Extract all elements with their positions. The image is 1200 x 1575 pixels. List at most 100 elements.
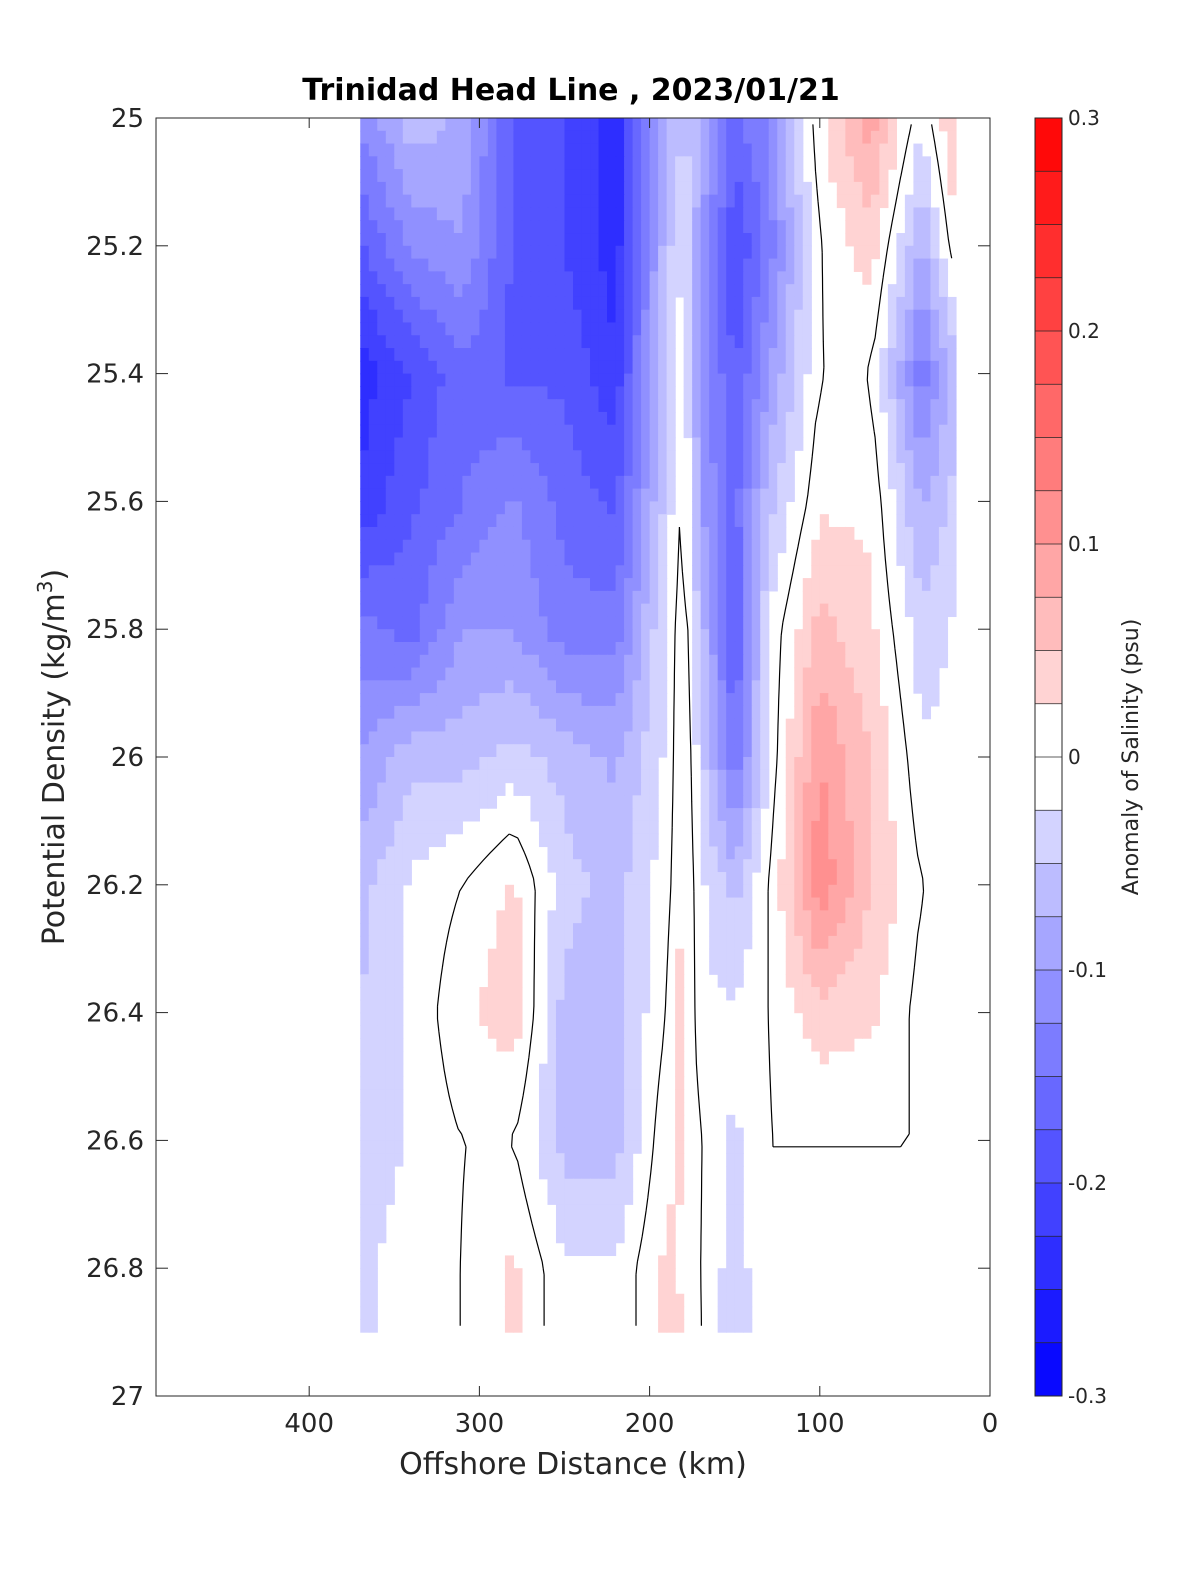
contour-cell	[615, 629, 625, 643]
contour-cell	[836, 1038, 846, 1052]
contour-cell	[564, 1050, 574, 1065]
contour-cell	[564, 233, 574, 247]
contour-cell	[590, 820, 600, 835]
contour-cell	[853, 220, 863, 234]
contour-cell	[879, 156, 889, 170]
contour-cell	[436, 501, 446, 515]
contour-cell	[641, 616, 651, 630]
contour-cell	[726, 718, 736, 733]
contour-cell	[607, 194, 617, 209]
contour-cell	[641, 680, 651, 694]
contour-cell	[573, 769, 583, 784]
contour-cell	[394, 705, 404, 720]
contour-cell	[581, 1127, 591, 1141]
contour-cell	[828, 795, 838, 809]
contour-cell	[496, 667, 506, 681]
contour-cell	[649, 220, 659, 234]
contour-cell	[590, 795, 600, 809]
contour-cell	[632, 309, 642, 324]
contour-cell	[581, 961, 591, 975]
contour-cell	[487, 552, 498, 566]
contour-cell	[615, 1050, 625, 1065]
contour-cell	[760, 399, 770, 413]
contour-cell	[734, 820, 744, 835]
contour-cell	[632, 271, 642, 285]
contour-cell	[785, 386, 795, 400]
contour-cell	[573, 1178, 583, 1193]
contour-cell	[360, 118, 370, 132]
contour-cell	[513, 335, 523, 349]
contour-cell	[555, 488, 566, 502]
contour-cell	[607, 1242, 617, 1257]
contour-cell	[879, 859, 889, 873]
contour-cell	[734, 156, 744, 170]
contour-cell	[479, 475, 489, 490]
contour-cell	[853, 654, 863, 669]
contour-cell	[700, 156, 710, 170]
contour-cell	[717, 833, 727, 848]
contour-cell	[479, 386, 489, 400]
contour-cell	[377, 1063, 387, 1078]
contour-cell	[590, 1191, 600, 1205]
contour-cell	[683, 258, 693, 272]
contour-cell	[573, 309, 583, 324]
contour-cell	[513, 450, 523, 464]
contour-cell	[624, 373, 634, 387]
contour-cell	[853, 859, 863, 873]
contour-cell	[590, 399, 600, 413]
contour-cell	[887, 335, 897, 349]
contour-cell	[411, 220, 421, 234]
contour-cell	[453, 565, 463, 579]
contour-cell	[930, 526, 940, 541]
contour-cell	[641, 718, 651, 733]
contour-cell	[547, 322, 557, 336]
contour-cell	[368, 514, 378, 528]
contour-cell	[385, 463, 395, 477]
contour-cell	[624, 488, 634, 502]
contour-cell	[598, 1050, 608, 1065]
contour-cell	[607, 1063, 617, 1078]
contour-cell	[709, 360, 719, 375]
contour-cell	[411, 335, 421, 349]
contour-cell	[496, 399, 506, 413]
contour-cell	[632, 1140, 642, 1154]
contour-cell	[530, 769, 540, 784]
contour-cell	[555, 207, 566, 221]
contour-cell	[428, 233, 438, 247]
contour-cell	[607, 872, 617, 886]
contour-cell	[777, 245, 787, 260]
contour-cell	[717, 475, 727, 490]
contour-cell	[598, 872, 608, 886]
contour-cell	[530, 539, 540, 554]
contour-cell	[496, 539, 506, 554]
contour-cell	[385, 1127, 395, 1141]
contour-cell	[402, 194, 412, 209]
contour-cell	[581, 872, 591, 886]
contour-cell	[913, 501, 923, 515]
contour-cell	[581, 616, 591, 630]
contour-cell	[573, 974, 583, 988]
contour-cell	[615, 309, 625, 324]
contour-cell	[700, 539, 710, 554]
contour-cell	[470, 271, 480, 285]
contour-cell	[394, 590, 404, 605]
contour-cell	[658, 654, 668, 669]
contour-cell	[802, 296, 812, 311]
contour-cell	[734, 1293, 744, 1308]
contour-cell	[896, 373, 906, 387]
contour-cell	[785, 974, 795, 988]
contour-cell	[607, 999, 617, 1014]
contour-cell	[598, 897, 608, 911]
contour-cell	[487, 782, 498, 796]
contour-cell	[360, 846, 370, 860]
contour-cell	[938, 373, 949, 387]
contour-cell	[530, 233, 540, 247]
contour-cell	[862, 782, 872, 796]
contour-cell	[547, 1063, 557, 1078]
contour-cell	[377, 296, 387, 311]
contour-cell	[913, 552, 923, 566]
contour-cell	[632, 782, 642, 796]
contour-cell	[590, 118, 600, 132]
contour-cell	[632, 744, 642, 758]
contour-cell	[853, 795, 863, 809]
